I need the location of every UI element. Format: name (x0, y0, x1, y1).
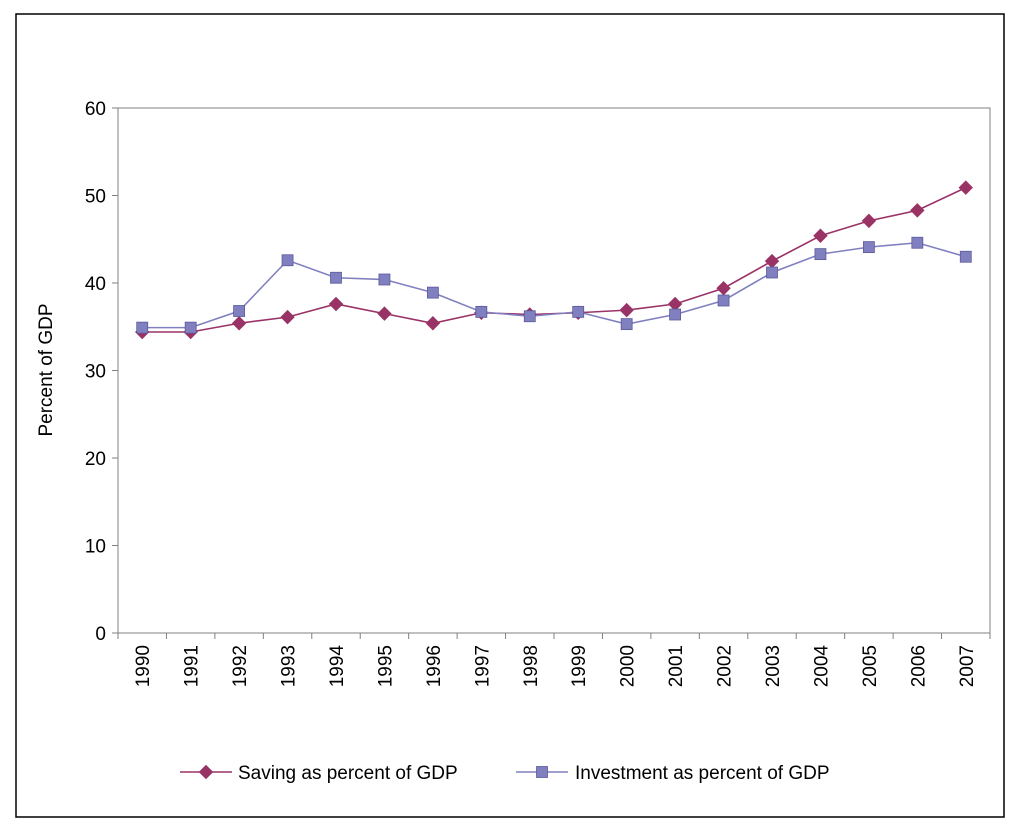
data-point (523, 310, 536, 323)
legend-item: Investment as percent of GDP (516, 763, 830, 784)
legend-label: Saving as percent of GDP (238, 763, 458, 784)
data-point (959, 250, 972, 263)
legend-label: Investment as percent of GDP (575, 763, 830, 784)
data-point (619, 302, 634, 318)
x-tick-label: 1994 (327, 645, 348, 688)
y-tick-label: 10 (85, 537, 106, 558)
data-point (669, 308, 682, 321)
x-tick-label: 2004 (811, 645, 832, 688)
data-point (717, 294, 730, 307)
data-point (136, 321, 149, 334)
data-point (378, 273, 391, 286)
data-point (231, 316, 247, 331)
data-point (328, 296, 344, 312)
series-layer (135, 180, 973, 340)
x-tick-label: 1999 (569, 645, 590, 687)
x-tick-label: 1998 (521, 645, 542, 687)
y-tick-label: 0 (95, 624, 106, 645)
series-line (142, 241, 966, 329)
y-tick-label: 30 (85, 362, 106, 383)
x-tick-label: 1990 (133, 645, 154, 687)
y-axis-label: Percent of GDP (36, 303, 57, 436)
data-point (911, 236, 924, 249)
data-point (813, 228, 828, 243)
y-tick-label: 40 (85, 274, 106, 295)
data-point (766, 266, 778, 279)
data-point (814, 248, 827, 261)
x-tick-label: 2002 (715, 645, 736, 687)
legend-item: Saving as percent of GDP (180, 763, 458, 784)
x-tick-label: 1992 (230, 645, 251, 687)
y-tick-label: 60 (85, 99, 106, 120)
x-tick-label: 2000 (618, 645, 639, 687)
y-axis: 0 10 20 30 40 50 60 (85, 99, 118, 645)
data-point (475, 305, 488, 318)
data-point (958, 180, 973, 195)
x-tick-label: 2006 (908, 645, 929, 687)
x-axis: 1990 1991 1992 1993 1994 1995 1996 1997 1998 1999… (117, 633, 991, 688)
x-tick-label: 1995 (375, 645, 396, 687)
legend-marker (198, 764, 214, 780)
x-tick-label: 2003 (763, 645, 784, 687)
x-tick-label: 1991 (182, 645, 203, 687)
plot-area (117, 107, 991, 634)
series-investment (136, 236, 972, 334)
x-tick-label: 1993 (279, 645, 300, 687)
data-point (184, 321, 197, 334)
data-point (281, 254, 294, 267)
data-point (910, 203, 925, 218)
data-point (620, 318, 633, 331)
legend-marker (536, 766, 548, 778)
data-point (426, 286, 439, 299)
data-point (377, 306, 392, 321)
x-tick-label: 2007 (957, 645, 978, 687)
data-point (330, 271, 342, 284)
legend: Saving as percent of GDP Investment as pe… (180, 763, 830, 784)
data-point (280, 309, 295, 325)
data-point (861, 213, 877, 229)
x-tick-label: 1996 (424, 645, 445, 687)
x-tick-label: 1997 (472, 645, 493, 687)
y-tick-label: 20 (85, 449, 106, 470)
x-tick-label: 2001 (666, 645, 687, 687)
data-point (862, 241, 875, 254)
x-tick-label: 2005 (860, 645, 881, 687)
y-tick-label: 50 (85, 187, 106, 208)
data-point (425, 316, 441, 331)
data-point (233, 305, 246, 317)
data-point (572, 305, 585, 318)
